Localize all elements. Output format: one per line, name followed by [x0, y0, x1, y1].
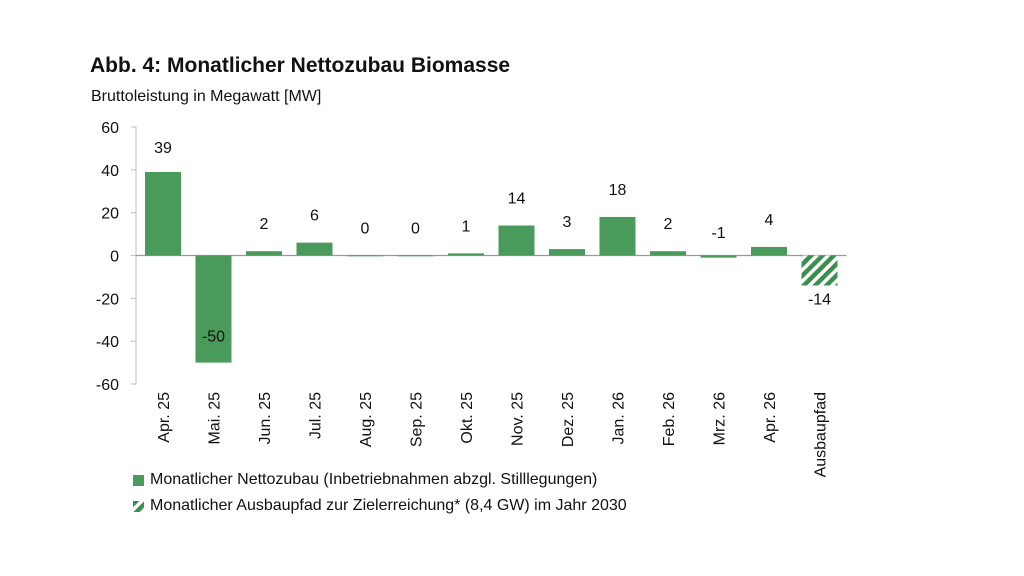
bar: [347, 255, 383, 257]
bar: [397, 255, 434, 257]
bar: [246, 251, 282, 256]
bar: [195, 255, 232, 363]
x-tick-label: Jul. 25: [308, 392, 325, 439]
y-tick-label: -60: [96, 377, 119, 394]
data-label: 2: [664, 216, 673, 233]
y-tick-label: 40: [101, 163, 119, 180]
x-tick-label: Okt. 25: [459, 392, 476, 444]
bar: [498, 225, 535, 256]
bar: [448, 253, 484, 256]
x-tick-label: Feb. 26: [661, 392, 678, 446]
legend-label-nettozubau: Monatlicher Nettozubau (Inbetriebnahmen …: [150, 471, 598, 488]
x-tick-label: Dez. 25: [560, 392, 577, 447]
bar: [700, 255, 737, 258]
chart-title: Abb. 4: Monatlicher Nettozubau Biomasse: [90, 54, 511, 77]
data-label: -14: [808, 291, 831, 308]
y-tick-label: -20: [96, 291, 119, 308]
x-tick-label: Ausbaupfad: [813, 392, 830, 477]
y-tick-label: 0: [110, 249, 119, 266]
data-label: 18: [609, 182, 627, 199]
data-label: -50: [202, 329, 225, 346]
bar: [801, 255, 838, 286]
data-label: 6: [310, 208, 319, 225]
legend-label-ausbaupfad: Monatlicher Ausbaupfad zur Zielerreichun…: [150, 497, 627, 514]
bar: [145, 171, 181, 256]
x-tick-label: Jun. 25: [257, 392, 274, 445]
x-tick-label: Aug. 25: [358, 392, 375, 447]
y-tick-label: 20: [101, 206, 119, 223]
chart-subtitle: Bruttoleistung in Megawatt [MW]: [91, 88, 322, 105]
x-tick-label: Mrz. 26: [712, 392, 729, 445]
data-label: 3: [563, 214, 572, 231]
data-label: -1: [711, 225, 725, 242]
legend-swatch-solid: [133, 474, 144, 486]
data-label: 39: [154, 140, 172, 157]
y-tick-label: 60: [101, 120, 119, 137]
x-tick-label: Nov. 25: [510, 392, 527, 446]
y-tick-label: -40: [96, 334, 119, 351]
bar: [296, 242, 333, 256]
data-label: 14: [508, 191, 526, 208]
bar: [549, 249, 585, 256]
legend-item-nettozubau: Monatlicher Nettozubau (Inbetriebnahmen …: [133, 471, 597, 489]
bar: [650, 251, 686, 256]
x-tick-label: Apr. 25: [156, 392, 173, 443]
x-tick-label: Sep. 25: [409, 392, 426, 447]
data-label: 0: [361, 221, 370, 238]
x-tick-label: Mai. 25: [207, 392, 224, 445]
data-label: 1: [462, 218, 471, 235]
data-label: 4: [765, 212, 774, 229]
bar: [751, 246, 787, 256]
legend-item-ausbaupfad: Monatlicher Ausbaupfad zur Zielerreichun…: [133, 497, 627, 515]
x-tick-label: Apr. 26: [762, 392, 779, 443]
bar: [599, 216, 636, 256]
data-label: 0: [411, 221, 420, 238]
data-label: 2: [260, 216, 269, 233]
x-tick-label: Jan. 26: [611, 392, 628, 445]
legend-swatch-hatched: [133, 500, 144, 512]
